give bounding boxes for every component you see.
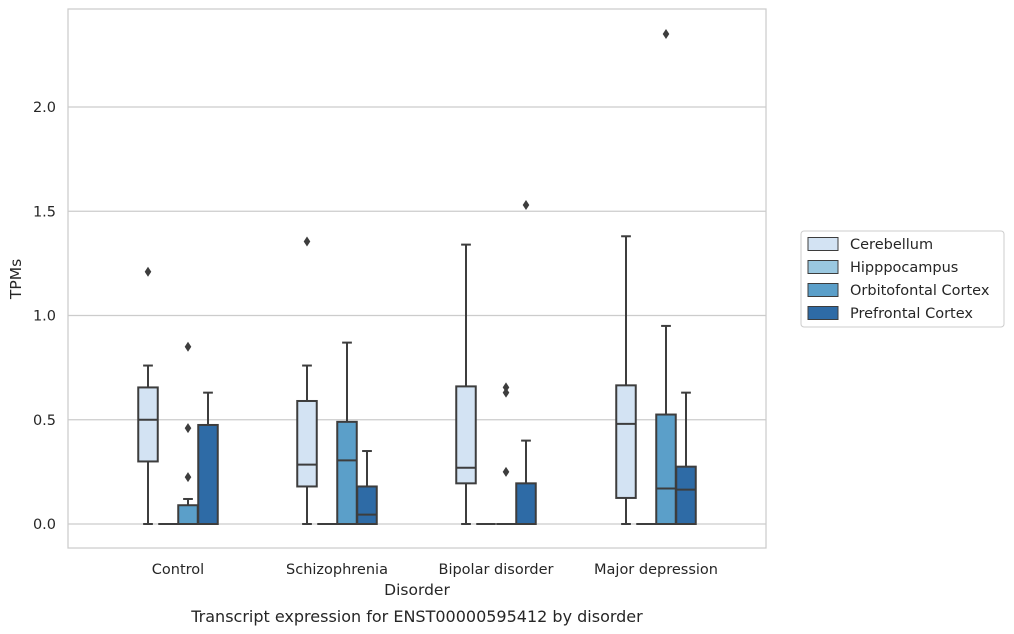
y-tick-label: 1.5 [33, 204, 56, 220]
box-body [177, 504, 199, 525]
box-orbitofontal-cortex [655, 29, 677, 526]
outlier-point [502, 387, 510, 398]
box-cerebellum [296, 236, 318, 525]
box-body [356, 485, 378, 525]
box-cerebellum [455, 243, 477, 525]
box-cerebellum [137, 266, 159, 525]
outlier-point [522, 199, 530, 210]
legend-label: Cerebellum [850, 237, 933, 253]
outlier-point [303, 236, 311, 247]
legend: Cerebellum Hipppocampus Orbitofontal Corte… [800, 230, 1005, 328]
box-body [197, 423, 219, 525]
legend-swatch [807, 260, 839, 274]
outlier-point [502, 382, 510, 393]
y-axis-ticks: 0.0 0.5 1.0 1.5 2.0 [33, 100, 56, 533]
box-orbitofontal-cortex [336, 341, 358, 525]
box-body [455, 385, 477, 485]
chart-caption: Transcript expression for ENST0000059541… [190, 607, 643, 626]
plot-area-frame [67, 8, 767, 549]
box-body [615, 384, 637, 499]
legend-label: Hipppocampus [850, 260, 958, 276]
x-tick-label: Schizophrenia [286, 562, 388, 578]
box-prefrontal-cortex [515, 199, 537, 525]
legend-swatch [807, 237, 839, 251]
legend-label: Orbitofontal Cortex [850, 283, 990, 299]
box-body [296, 399, 318, 488]
y-tick-label: 0.5 [33, 413, 56, 429]
box-prefrontal-cortex [675, 391, 697, 526]
box-orbitofontal-cortex [496, 382, 516, 525]
x-tick-label: Major depression [594, 562, 718, 578]
outlier-point [144, 266, 152, 277]
y-tick-label: 2.0 [33, 100, 56, 116]
x-tick-label: Bipolar disorder [439, 562, 554, 578]
y-axis-label: TPMs [7, 259, 25, 300]
x-axis-ticks: Control Schizophrenia Bipolar disorder Majo… [152, 562, 718, 578]
x-tick-label: Control [152, 562, 204, 578]
box-plot-marks [137, 29, 697, 526]
outlier-point [662, 29, 670, 40]
outlier-point [184, 423, 192, 434]
box-orbitofontal-cortex [177, 341, 199, 525]
box-body [675, 465, 697, 526]
box-body [655, 413, 677, 526]
outlier-point [502, 466, 510, 477]
box-body [336, 420, 358, 525]
legend-frame [800, 230, 1005, 328]
box-prefrontal-cortex [197, 391, 219, 525]
legend-swatch [807, 283, 839, 297]
box-prefrontal-cortex [356, 450, 378, 525]
box-body [137, 386, 159, 463]
outlier-point [184, 472, 192, 483]
box-body [515, 482, 537, 525]
y-tick-label: 0.0 [33, 517, 56, 533]
box-cerebellum [615, 235, 637, 525]
x-axis-label: Disorder [384, 581, 450, 599]
outlier-point [184, 341, 192, 352]
legend-label: Prefrontal Cortex [850, 306, 973, 322]
legend-swatch [807, 306, 839, 320]
y-tick-label: 1.0 [33, 309, 56, 325]
